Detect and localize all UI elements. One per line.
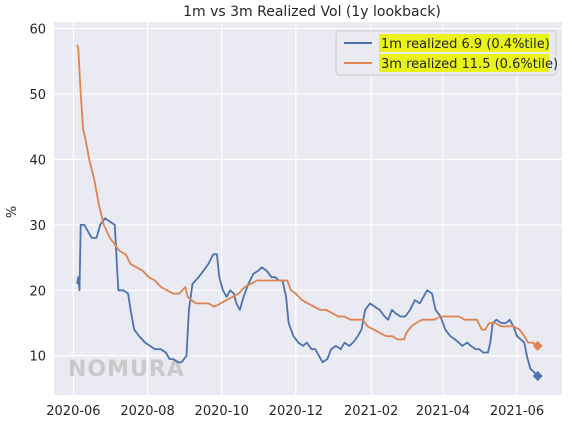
chart-title: 1m vs 3m Realized Vol (1y lookback): [183, 4, 441, 20]
x-tick-label: 2020-06: [46, 404, 100, 419]
nomura-watermark: NOMURA: [68, 357, 185, 382]
y-tick-label: 40: [29, 153, 46, 168]
y-tick-label: 10: [29, 350, 46, 365]
x-tick-label: 2020-12: [269, 404, 323, 419]
legend-highlight: [379, 54, 549, 72]
legend-label: 1m realized 6.9 (0.4%tile): [381, 37, 550, 52]
x-tick-label: 2021-04: [416, 404, 470, 419]
x-tick-label: 2021-02: [344, 404, 398, 419]
grid-lines: [54, 22, 562, 395]
x-axis-ticks: 2020-06 2020-08 2020-10 2020-12 2021-02 2021-…: [46, 404, 544, 419]
y-axis-label: %: [5, 206, 20, 218]
chart-legend: 1m realized 6.9 (0.4%tile) 3m realized 11…: [335, 30, 558, 76]
y-tick-label: 20: [29, 284, 46, 299]
series-end-marker-2: [532, 340, 543, 351]
series-line-2: [76, 44, 539, 347]
x-tick-label: 2021-06: [490, 404, 544, 419]
y-tick-label: 30: [29, 219, 46, 234]
series-end-marker-1: [532, 371, 543, 382]
x-tick-label: 2020-10: [195, 404, 249, 419]
plot-area: [54, 22, 562, 395]
y-tick-label: 60: [29, 23, 46, 38]
series-line-1: [76, 217, 539, 377]
y-tick-label: 50: [29, 88, 46, 103]
x-tick-label: 2020-08: [120, 404, 174, 419]
y-axis-ticks: 10 20 30 40 50 60: [29, 23, 46, 365]
series-layer: [76, 44, 543, 382]
legend-label: 3m realized 11.5 (0.6%tile): [381, 57, 558, 72]
legend-highlight: [379, 34, 549, 52]
